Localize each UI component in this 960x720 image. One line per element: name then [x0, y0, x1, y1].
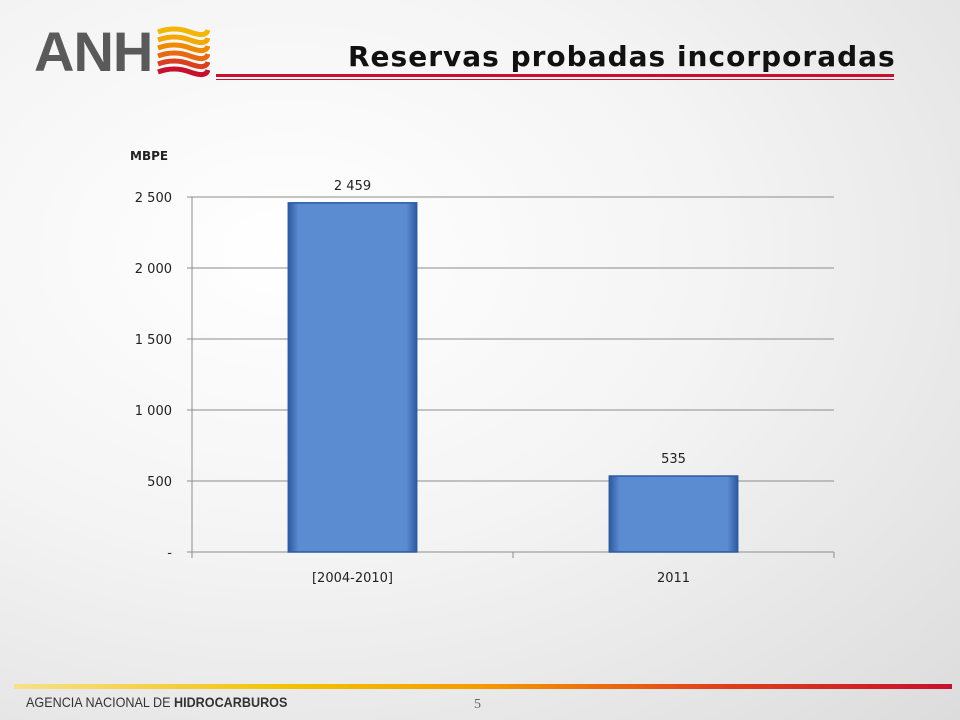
bar-1 [608, 475, 739, 553]
y-tick-label: 2 500 [135, 191, 172, 206]
page-title: Reservas probadas incorporadas [348, 40, 896, 73]
y-tick-label: 500 [147, 475, 172, 490]
y-tick-label: 1 500 [135, 333, 172, 348]
x-tick-label: 2011 [657, 571, 690, 586]
footer-agency-light: AGENCIA NACIONAL DE [26, 694, 174, 710]
bar-0 [287, 202, 418, 553]
y-axis-label: MBPE [130, 149, 168, 163]
y-tick-label: - [167, 546, 172, 561]
anh-logo: ANH [34, 24, 214, 80]
logo-flame-icon [157, 26, 210, 78]
title-underline [216, 74, 894, 77]
title-underline-thin [216, 79, 894, 80]
footer-agency-bold: HIDROCARBUROS [173, 694, 288, 710]
x-tick-label: [2004-2010] [312, 571, 393, 586]
y-tick-label: 1 000 [135, 404, 172, 419]
y-tick-label: 2 000 [135, 262, 172, 277]
data-label: 2 459 [334, 179, 371, 194]
data-label: 535 [661, 452, 686, 467]
footer-color-bar [14, 684, 952, 689]
page-number: 5 [474, 697, 481, 712]
logo-text: ANH [34, 20, 153, 83]
footer-agency-name: AGENCIA NACIONAL DE HIDROCARBUROS [26, 694, 287, 710]
